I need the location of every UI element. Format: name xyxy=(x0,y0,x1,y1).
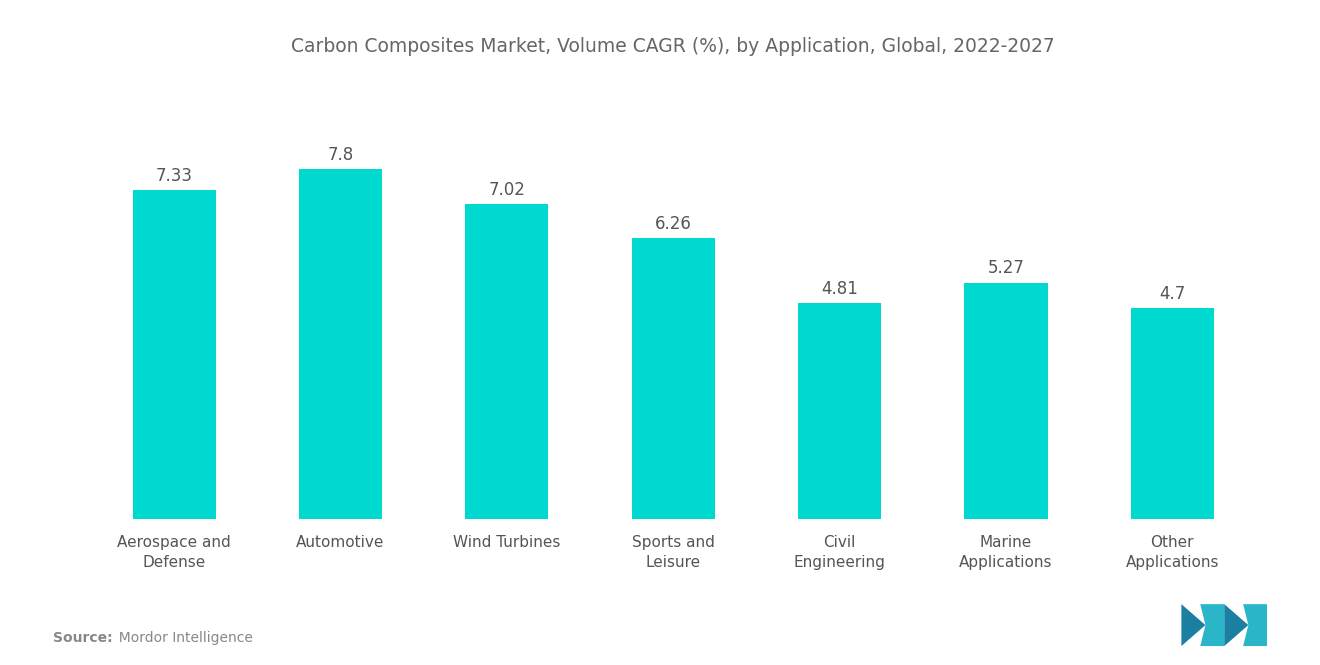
Text: 5.27: 5.27 xyxy=(987,259,1024,277)
Text: 6.26: 6.26 xyxy=(655,215,692,233)
Text: 7.33: 7.33 xyxy=(156,167,193,185)
Bar xyxy=(631,238,715,519)
Polygon shape xyxy=(1200,604,1225,646)
Bar xyxy=(965,283,1048,519)
Bar xyxy=(1131,308,1214,519)
Text: 4.7: 4.7 xyxy=(1159,285,1185,303)
Polygon shape xyxy=(1243,604,1267,646)
Text: 7.02: 7.02 xyxy=(488,181,525,199)
Bar xyxy=(298,170,381,519)
Text: Mordor Intelligence: Mordor Intelligence xyxy=(110,631,252,645)
Text: 7.8: 7.8 xyxy=(327,146,354,164)
Text: Source:: Source: xyxy=(53,631,112,645)
Bar xyxy=(132,190,215,519)
Title: Carbon Composites Market, Volume CAGR (%), by Application, Global, 2022-2027: Carbon Composites Market, Volume CAGR (%… xyxy=(292,37,1055,56)
Bar xyxy=(465,204,548,519)
Polygon shape xyxy=(1225,604,1249,646)
Polygon shape xyxy=(1181,604,1205,646)
Text: 4.81: 4.81 xyxy=(821,280,858,298)
Bar xyxy=(799,303,882,519)
